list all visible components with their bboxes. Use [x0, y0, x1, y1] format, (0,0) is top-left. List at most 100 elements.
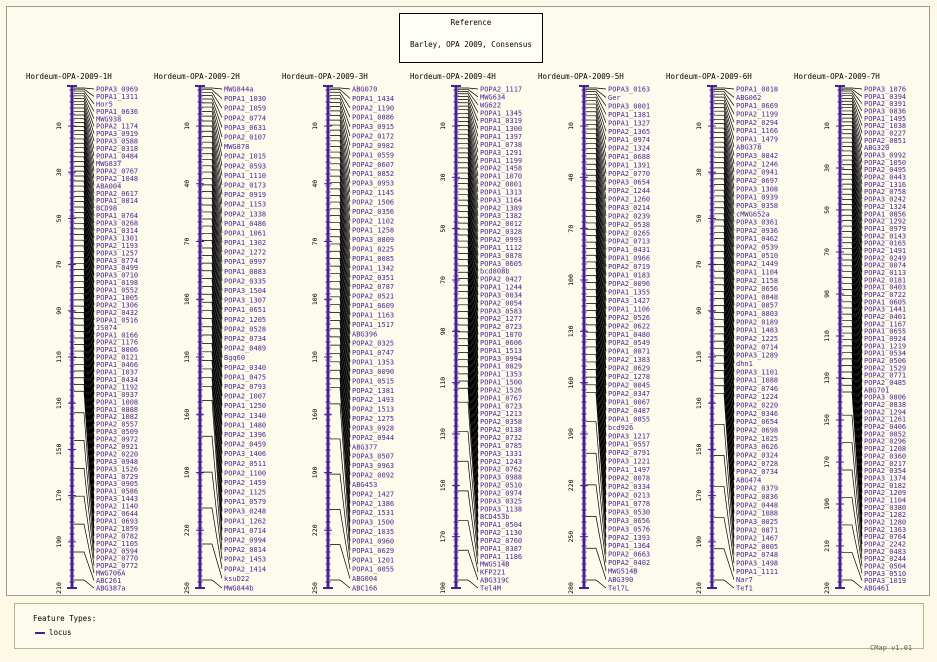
locus-label: POPA1_0655 — [864, 328, 906, 336]
locus-label: POPA2_1193 — [96, 242, 138, 250]
locus-connector — [74, 551, 95, 581]
locus-label: POPA1_1483 — [736, 327, 778, 335]
locus-connector — [586, 392, 607, 538]
locus-label: POPA2_0993 — [480, 236, 522, 244]
locus-connector — [330, 312, 351, 447]
locus-label: POPA1_1311 — [96, 93, 138, 101]
locus-label: POPA2_0347 — [608, 390, 650, 398]
ruler-tick-label: 10 — [183, 122, 191, 130]
locus-label: POPA3_0530 — [608, 508, 650, 516]
locus-label: KFP221 — [480, 569, 505, 577]
locus-connector — [842, 253, 863, 376]
locus-label: POPA1_0055 — [352, 566, 394, 574]
locus-label: POPA1_1495 — [864, 115, 906, 123]
locus-connector — [74, 245, 95, 365]
locus-label: POPA3_1289 — [736, 352, 778, 360]
locus-connector — [330, 386, 351, 532]
locus-label: POPA2_1190 — [352, 104, 394, 112]
locus-connector — [74, 190, 95, 291]
locus-label: POPA3_0242 — [864, 196, 906, 204]
locus-label: MWG844a — [224, 86, 254, 94]
locus-connector — [458, 167, 479, 256]
locus-connector — [714, 284, 735, 414]
locus-label: POPA3_0507 — [352, 453, 394, 461]
locus-label: POPA2_0557 — [96, 421, 138, 429]
locus-label: POPA2_0549 — [608, 339, 650, 347]
map-title: Hordeum-OPA-2009-6H — [666, 72, 752, 81]
locus-connector — [458, 246, 479, 367]
locus-label: POPA1_0166 — [96, 331, 138, 339]
locus-label: POPA3_0499 — [96, 264, 138, 272]
locus-label: POPA3_0994 — [480, 355, 522, 363]
locus-connector — [458, 579, 479, 589]
locus-connector — [458, 205, 479, 311]
locus-connector — [202, 579, 223, 589]
locus-label: POPA1_0606 — [480, 339, 522, 347]
locus-connector — [74, 234, 95, 350]
locus-connector — [330, 509, 351, 570]
locus-label: POPA2_1208 — [864, 445, 906, 453]
locus-label: POPA2_0791 — [608, 449, 650, 457]
locus-connector — [586, 222, 607, 335]
locus-connector — [586, 288, 607, 419]
locus-connector — [458, 172, 479, 264]
locus-connector — [842, 313, 863, 449]
locus-label: POPA2_0510 — [480, 482, 522, 490]
ruler-tick-label: 130 — [567, 325, 575, 337]
locus-label: POPA2_0249 — [864, 254, 906, 262]
locus-connector — [714, 225, 735, 339]
ruler-tick-label: 40 — [183, 180, 191, 188]
locus-connector — [458, 142, 479, 216]
locus-label: POPA1_0552 — [96, 287, 138, 295]
locus-label: POPA1_0848 — [736, 293, 778, 301]
locus-label: POPA1_0937 — [96, 391, 138, 399]
locus-label: POPA3_1307 — [224, 297, 266, 305]
locus-connector — [714, 423, 735, 547]
locus-connector — [714, 151, 735, 231]
locus-label: POPA1_0747 — [352, 349, 394, 357]
ruler-tick-label: 70 — [439, 276, 447, 284]
locus-connector — [458, 105, 479, 145]
locus-label: POPA2_0838 — [864, 401, 906, 409]
locus-connector — [202, 111, 223, 157]
locus-connector — [842, 114, 863, 163]
locus-connector — [714, 362, 735, 505]
locus-label: POPA3_1308 — [736, 185, 778, 193]
locus-label: POPA1_0006 — [96, 346, 138, 354]
locus-label: ABG390 — [608, 576, 633, 584]
locus-connector — [714, 305, 735, 439]
locus-connector — [586, 484, 607, 563]
locus-connector — [74, 101, 95, 134]
locus-label: POPA2_0593 — [224, 162, 266, 170]
locus-label: POPA1_1313 — [480, 188, 522, 196]
locus-label: POPA2_0483 — [864, 548, 906, 556]
locus-label: POPA2_0734 — [224, 335, 266, 343]
locus-label: POPA1_0886 — [352, 114, 394, 122]
locus-label: POPA3_0806 — [864, 394, 906, 402]
locus-label: POPA1_0778 — [608, 500, 650, 508]
ruler-tick-label: 30 — [823, 164, 831, 172]
locus-connector — [586, 107, 607, 149]
locus-label: POPA2_0181 — [864, 276, 906, 284]
locus-label: POPA2_1158 — [736, 277, 778, 285]
locus-label: Tef1 — [736, 585, 753, 593]
locus-label: POPA2_0213 — [608, 491, 650, 499]
locus-label: POPA3_0325 — [480, 497, 522, 505]
locus-connector — [202, 377, 223, 521]
locus-connector — [842, 193, 863, 295]
locus-connector — [74, 122, 95, 179]
locus-label: POPA2_0173 — [224, 181, 266, 189]
locus-connector — [586, 153, 607, 233]
locus-label: POPA1_0018 — [736, 86, 778, 94]
locus-connector — [458, 549, 479, 581]
locus-label: POPA2_0485 — [864, 379, 906, 387]
locus-label: POPA1_1500 — [480, 379, 522, 387]
locus-label: POPA2_0391 — [864, 100, 906, 108]
chromosome-bar — [710, 86, 714, 588]
locus-connector — [586, 295, 607, 428]
locus-connector — [202, 178, 223, 272]
locus-connector — [458, 253, 479, 375]
locus-connector — [202, 240, 223, 358]
locus-label: POPA2_1015 — [224, 153, 266, 161]
locus-label: POPA1_1070 — [480, 173, 522, 181]
